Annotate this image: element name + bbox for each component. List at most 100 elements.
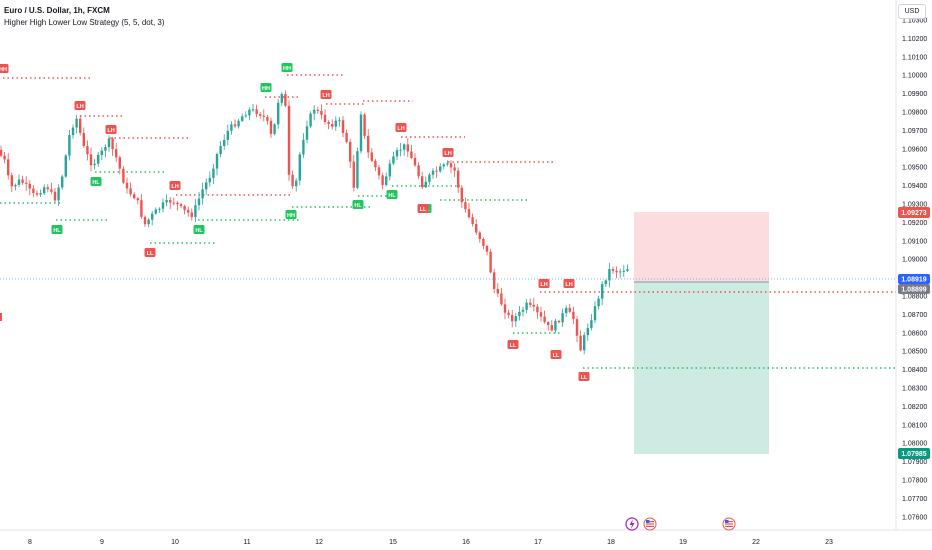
pivot-tag-text: LH [322,93,329,99]
candle [547,321,550,331]
candle [125,177,129,194]
candle [460,185,463,208]
candle [172,197,175,206]
candle [287,100,291,181]
candle [439,163,442,173]
us-flag-icon[interactable] [722,517,736,531]
candle [367,128,370,159]
candle [572,306,575,325]
pivot-tag-lh: LH [320,90,332,99]
candle [197,192,201,211]
pivot-tag-ll: LL [417,204,429,213]
candle [277,99,280,129]
candle [525,298,528,314]
candle [586,323,589,341]
pivot-tag-text: LH [444,151,451,157]
pivot-tag-text: HH [0,67,7,73]
candle [262,109,265,122]
candle [118,155,121,175]
candle [471,213,474,227]
candle [374,158,377,172]
candle [190,208,193,221]
candle [28,180,31,196]
candle [521,306,525,317]
price-tick-label: 1.09300 [902,202,927,209]
candle [97,151,100,167]
price-tick-label: 1.09800 [902,110,927,117]
candle [518,305,521,321]
candle [14,183,17,191]
stop-loss-zone[interactable] [634,212,769,282]
candle [417,162,420,180]
pivot-tag-text: HH [262,86,270,92]
candle [349,138,352,169]
candle [79,115,82,136]
candle [413,153,417,167]
stop-price-badge: 1.09273 [898,207,930,218]
time-tick-label: 12 [315,539,323,546]
candle [421,171,424,190]
candle [223,134,226,150]
candle [399,142,402,157]
candle [35,190,39,197]
price-tick-label: 1.10200 [902,36,927,43]
candle [295,178,298,192]
pivot-tag-hl: HL [352,200,364,209]
candle [17,174,21,187]
time-axis[interactable]: 8 9 10 11 12 15 16 17 18 19 22 23 [28,539,833,546]
candle [284,90,287,108]
candle [601,281,604,306]
lightning-icon[interactable] [625,517,639,531]
candle [230,121,233,135]
candle [338,116,341,127]
candle [269,117,273,138]
svg-text:1.08899: 1.08899 [901,287,926,294]
pivot-tag-ll: LL [578,372,590,381]
candle [107,135,111,152]
candle [561,308,564,327]
pivot-tag-text: LL [420,207,427,213]
candlestick-series[interactable] [0,90,629,355]
pivot-tag-hl: HL [90,177,102,186]
price-tick-label: 1.08200 [902,404,927,411]
candle [554,318,557,334]
candle [115,142,118,162]
candle [46,184,49,193]
candle [266,114,269,125]
pivot-tag-text: LH [540,282,547,288]
pivot-tag-text: LL [510,343,517,349]
candle [626,264,629,273]
candle [43,184,46,196]
candle [194,198,197,223]
candle [0,145,3,158]
price-axis[interactable]: 1.10300 1.10200 1.10100 1.10000 1.09900 1.098… [902,18,927,522]
candle [100,147,103,161]
strategy-legend[interactable]: Higher High Lower Low Strategy (5, 5, do… [4,18,165,27]
symbol-title[interactable]: Euro / U.S. Dollar, 1h, FXCM [4,6,110,15]
candle [280,92,283,107]
candle [475,218,478,235]
candle [313,105,316,121]
candle [226,124,229,146]
candle [244,111,247,118]
pivot-tag-lh: LH [538,279,550,288]
candle [233,119,237,129]
candle [579,330,582,352]
time-tick-label: 10 [171,539,179,546]
price-tick-label: 1.09500 [902,165,927,172]
candle [381,173,384,190]
pivot-tag-hh: HH [0,64,9,73]
candle [57,184,60,206]
currency-button[interactable]: USD [898,4,926,19]
candle [309,111,312,129]
candle [151,210,154,226]
pivot-tag-text: LH [397,126,404,132]
us-flag-icon[interactable] [643,517,657,531]
candle [298,152,301,186]
candle [259,112,262,119]
candle [341,116,345,138]
price-tick-label: 1.10000 [902,73,927,80]
candle [352,155,355,192]
candle [424,176,427,189]
